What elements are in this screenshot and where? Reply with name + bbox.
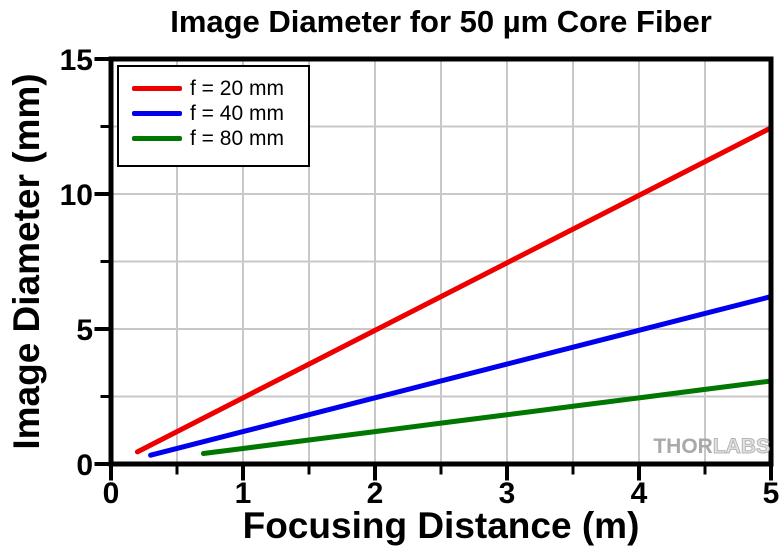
legend-swatch-2: [132, 136, 182, 141]
series-line-0: [134, 125, 774, 455]
y-tick-label: 15: [60, 44, 93, 77]
x-tick-label: 5: [763, 477, 780, 510]
legend: f = 20 mm f = 40 mm f = 80 mm: [117, 65, 310, 167]
legend-label-1: f = 40 mm: [190, 101, 284, 125]
x-tick-label: 2: [367, 477, 384, 510]
x-axis-title: Focusing Distance (m): [242, 505, 640, 546]
y-tick-label: 10: [60, 179, 93, 212]
thorlabs-watermark: THORLABS: [653, 435, 770, 459]
x-tick-label: 0: [103, 477, 120, 510]
y-tick-label: 0: [76, 449, 93, 482]
watermark-text-thor: THOR: [653, 435, 713, 458]
legend-entry-1: f = 40 mm: [119, 101, 308, 126]
plot-frame: [108, 56, 774, 467]
legend-swatch-1: [132, 111, 182, 116]
x-tick-label: 3: [499, 477, 516, 510]
series-line-2: [200, 378, 774, 457]
y-axis-title: Image Diameter (mm): [6, 73, 47, 450]
legend-entry-2: f = 80 mm: [119, 126, 308, 151]
legend-label-0: f = 20 mm: [190, 76, 284, 100]
legend-label-2: f = 80 mm: [190, 126, 284, 150]
series-line-1: [148, 294, 774, 458]
x-tick-label: 1: [235, 477, 252, 510]
y-tick-label: 5: [76, 314, 93, 347]
legend-entry-0: f = 20 mm: [119, 76, 308, 101]
chart-title: Image Diameter for 50 µm Core Fiber: [170, 4, 712, 39]
x-tick-label: 4: [631, 477, 648, 510]
watermark-text-labs: LABS: [712, 435, 770, 459]
legend-swatch-0: [132, 86, 182, 91]
